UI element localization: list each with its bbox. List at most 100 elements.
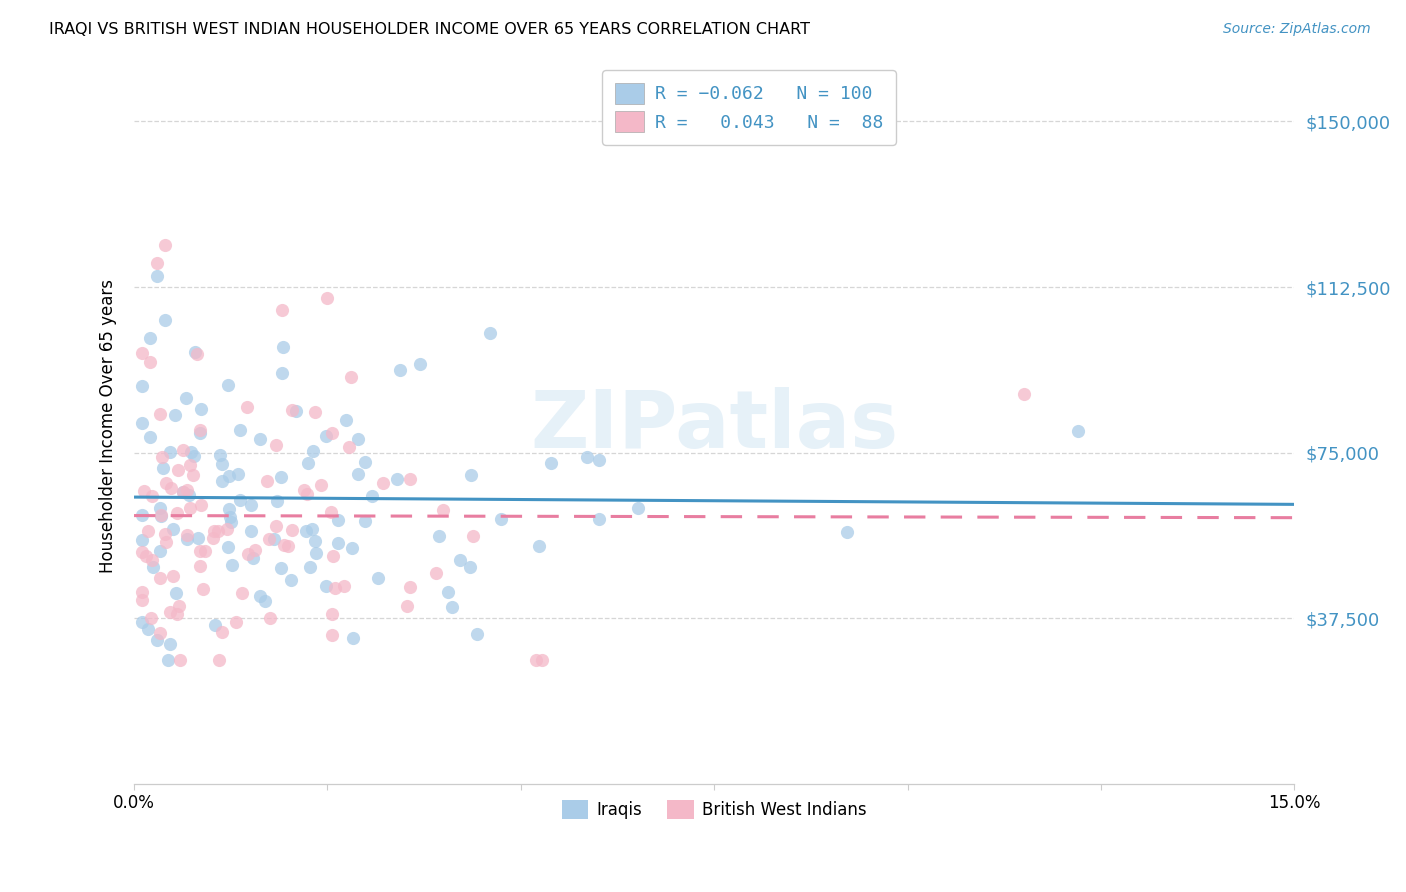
Point bbox=[326, 513, 349, 527]
Point bbox=[131, 346, 153, 360]
Point bbox=[136, 622, 159, 636]
Point bbox=[266, 493, 288, 508]
Point bbox=[131, 533, 153, 547]
Point bbox=[218, 468, 240, 483]
Point bbox=[478, 326, 501, 341]
Point bbox=[208, 448, 231, 462]
Point bbox=[245, 543, 267, 558]
Point bbox=[194, 544, 217, 558]
Point bbox=[588, 511, 610, 525]
Point bbox=[292, 483, 315, 497]
Point bbox=[149, 571, 172, 585]
Point bbox=[1067, 424, 1090, 438]
Point bbox=[326, 536, 349, 550]
Point bbox=[211, 624, 233, 639]
Point bbox=[188, 559, 211, 574]
Point bbox=[162, 522, 184, 536]
Point bbox=[150, 508, 173, 523]
Point bbox=[174, 392, 197, 406]
Point bbox=[217, 541, 239, 555]
Point bbox=[235, 400, 257, 414]
Point bbox=[399, 580, 422, 594]
Point bbox=[425, 566, 447, 581]
Point bbox=[149, 501, 172, 516]
Point bbox=[295, 524, 318, 538]
Point bbox=[155, 475, 177, 490]
Point bbox=[139, 331, 162, 345]
Point bbox=[315, 579, 337, 593]
Point bbox=[231, 586, 253, 600]
Point bbox=[153, 313, 176, 327]
Point bbox=[142, 560, 165, 574]
Point bbox=[367, 571, 389, 585]
Point bbox=[242, 550, 264, 565]
Point bbox=[202, 531, 225, 545]
Point bbox=[240, 524, 263, 538]
Point bbox=[135, 549, 157, 564]
Point bbox=[219, 509, 242, 524]
Point bbox=[131, 416, 153, 430]
Point bbox=[270, 470, 292, 484]
Point bbox=[211, 474, 233, 488]
Point bbox=[273, 538, 295, 552]
Point bbox=[150, 508, 173, 523]
Point bbox=[159, 481, 181, 495]
Point bbox=[297, 456, 319, 470]
Point bbox=[429, 528, 451, 542]
Point bbox=[271, 340, 294, 354]
Point bbox=[460, 467, 482, 482]
Point bbox=[207, 524, 229, 538]
Point bbox=[218, 502, 240, 516]
Point bbox=[166, 506, 188, 520]
Point bbox=[281, 403, 304, 417]
Point bbox=[179, 500, 201, 515]
Point bbox=[321, 426, 343, 441]
Point bbox=[304, 405, 326, 419]
Point bbox=[460, 560, 482, 574]
Point bbox=[183, 449, 205, 463]
Point bbox=[191, 582, 214, 596]
Point bbox=[627, 501, 650, 516]
Point bbox=[347, 432, 370, 446]
Point bbox=[165, 586, 187, 600]
Point bbox=[166, 607, 188, 622]
Point bbox=[1012, 386, 1035, 401]
Point bbox=[440, 599, 463, 614]
Point bbox=[176, 533, 198, 547]
Point bbox=[188, 425, 211, 440]
Point bbox=[339, 370, 361, 384]
Point bbox=[149, 407, 172, 421]
Point bbox=[167, 463, 190, 477]
Point bbox=[297, 487, 319, 501]
Point bbox=[159, 637, 181, 651]
Point bbox=[187, 531, 209, 545]
Point bbox=[157, 653, 180, 667]
Point bbox=[270, 561, 292, 575]
Point bbox=[524, 653, 547, 667]
Point bbox=[409, 358, 432, 372]
Point bbox=[316, 291, 339, 305]
Point bbox=[342, 631, 364, 645]
Point bbox=[270, 303, 292, 318]
Point bbox=[305, 546, 328, 560]
Point bbox=[437, 585, 460, 599]
Point bbox=[321, 628, 343, 642]
Point bbox=[190, 498, 212, 512]
Point bbox=[302, 444, 325, 458]
Text: ZIPatlas: ZIPatlas bbox=[530, 387, 898, 465]
Point bbox=[340, 541, 363, 556]
Text: Source: ZipAtlas.com: Source: ZipAtlas.com bbox=[1223, 22, 1371, 37]
Point bbox=[149, 626, 172, 640]
Point bbox=[163, 408, 186, 422]
Point bbox=[322, 549, 344, 563]
Point bbox=[311, 478, 333, 492]
Point bbox=[399, 472, 422, 486]
Point bbox=[183, 468, 205, 483]
Point bbox=[354, 455, 377, 469]
Point bbox=[225, 615, 247, 629]
Point bbox=[360, 489, 382, 503]
Point bbox=[152, 461, 174, 475]
Point bbox=[146, 256, 169, 270]
Point bbox=[184, 344, 207, 359]
Point bbox=[467, 626, 489, 640]
